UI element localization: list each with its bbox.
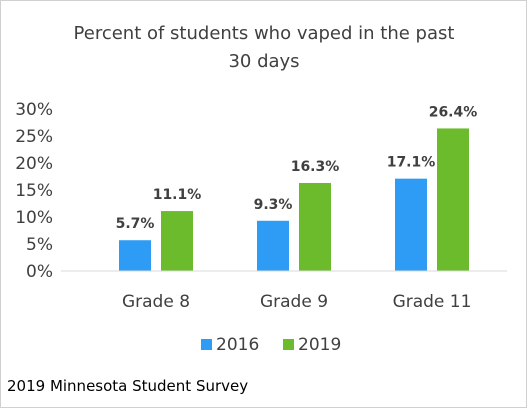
data-label: 26.4% [429, 104, 478, 120]
bar-2019-grade-11 [437, 128, 469, 271]
chart-title-line-1: Percent of students who vaped in the pas… [74, 23, 455, 44]
data-label: 16.3% [291, 159, 340, 175]
y-tick-label: 15% [15, 181, 53, 201]
legend-label-2019: 2019 [298, 335, 341, 355]
y-tick-label: 30% [15, 100, 53, 120]
data-label: 9.3% [254, 197, 293, 213]
legend-swatch-2016 [201, 339, 212, 350]
legend-label-2016: 2016 [216, 335, 259, 355]
category-label: Grade 9 [260, 292, 328, 312]
y-axis: 0% 5% 10% 15% 20% 25% 30% [15, 100, 53, 282]
data-label: 11.1% [153, 187, 202, 203]
legend: 2016 2019 [201, 335, 341, 355]
bar-2019-grade-9 [299, 182, 331, 271]
y-tick-label: 25% [15, 127, 53, 147]
y-tick-label: 5% [26, 235, 53, 255]
category-label: Grade 11 [393, 292, 472, 312]
y-tick-label: 20% [15, 154, 53, 174]
source-note: 2019 Minnesota Student Survey [7, 377, 249, 395]
data-labels: 5.7% 11.1% 9.3% 16.3% 17.1% 26.4% [116, 104, 478, 232]
bar-2016-grade-9 [257, 220, 289, 271]
bars [119, 128, 469, 271]
bar-chart: Percent of students who vaped in the pas… [15, 23, 507, 355]
bar-2019-grade-8 [161, 211, 193, 271]
bar-2016-grade-11 [395, 178, 427, 271]
y-tick-label: 10% [15, 208, 53, 228]
chart-title-line-2: 30 days [228, 51, 299, 72]
bar-2016-grade-8 [119, 240, 151, 271]
legend-swatch-2019 [283, 339, 294, 350]
category-label: Grade 8 [122, 292, 190, 312]
x-axis-categories: Grade 8 Grade 9 Grade 11 [122, 292, 471, 312]
y-tick-label: 0% [26, 262, 53, 282]
data-label: 17.1% [387, 155, 436, 171]
data-label: 5.7% [116, 216, 155, 232]
